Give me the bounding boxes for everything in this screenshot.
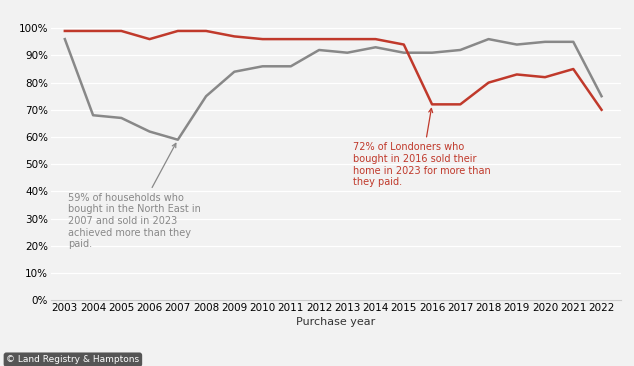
Legend: N. East, London: N. East, London [254,361,418,366]
X-axis label: Purchase year: Purchase year [296,317,375,327]
Text: © Land Registry & Hamptons: © Land Registry & Hamptons [6,355,139,364]
Text: 72% of Londoners who
bought in 2016 sold their
home in 2023 for more than
they p: 72% of Londoners who bought in 2016 sold… [353,108,491,187]
Text: 59% of households who
bought in the North East in
2007 and sold in 2023
achieved: 59% of households who bought in the Nort… [68,143,200,249]
